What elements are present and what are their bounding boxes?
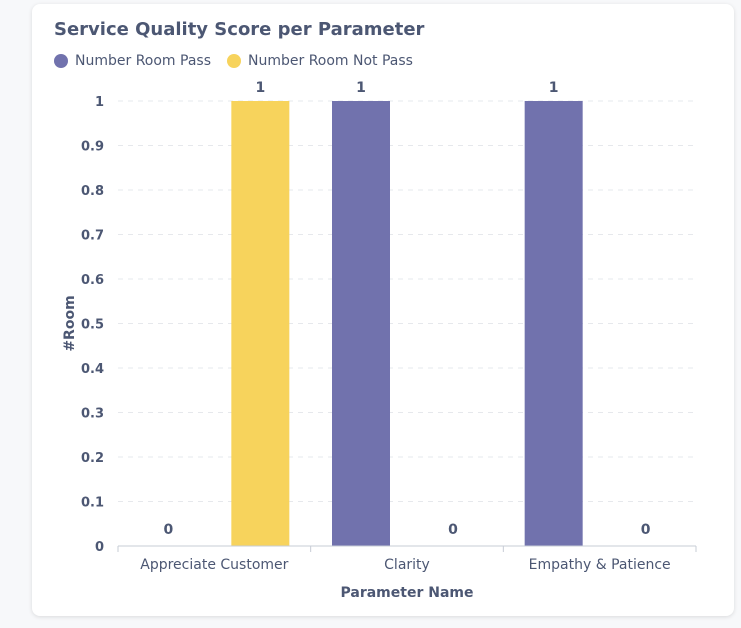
legend-item-pass[interactable]: Number Room Pass: [54, 53, 211, 69]
legend-label-not-pass: Number Room Not Pass: [248, 53, 413, 69]
data-label: 0: [448, 522, 458, 538]
bar-pass[interactable]: [332, 101, 390, 546]
bar-not-pass[interactable]: [231, 101, 290, 546]
data-label: 0: [641, 522, 651, 538]
data-label: 1: [549, 80, 559, 96]
y-tick-label: 1: [95, 95, 104, 110]
y-tick-label: 0.7: [81, 229, 104, 244]
y-tick-label: 0.9: [81, 140, 104, 155]
x-tick-label: Empathy & Patience: [529, 557, 671, 573]
y-tick-label: 0.3: [81, 407, 104, 422]
legend-label-pass: Number Room Pass: [75, 53, 211, 69]
legend-item-not-pass[interactable]: Number Room Not Pass: [227, 53, 413, 69]
data-label: 1: [255, 80, 265, 96]
x-tick-label: Appreciate Customer: [140, 557, 288, 573]
y-axis-label: #Room: [62, 295, 78, 351]
y-tick-label: 0.4: [81, 362, 104, 377]
legend-swatch-not-pass: [227, 54, 241, 68]
gridlines: [118, 100, 696, 502]
legend-swatch-pass: [54, 54, 68, 68]
bars: [231, 101, 583, 546]
y-axis-ticks: 0 0.1 0.2 0.3 0.4 0.5 0.6 0.7 0.8 0.9 1: [81, 95, 104, 555]
x-tick-label: Clarity: [384, 557, 430, 573]
y-tick-label: 0.1: [81, 496, 104, 511]
chart-title: Service Quality Score per Parameter: [54, 19, 425, 40]
data-label: 0: [163, 522, 173, 538]
chart-legend: Number Room Pass Number Room Not Pass: [54, 53, 429, 69]
y-tick-label: 0: [95, 540, 104, 555]
y-tick-label: 0.8: [81, 184, 104, 199]
x-axis-ticks: Appreciate Customer Clarity Empathy & Pati…: [117, 546, 697, 573]
y-tick-label: 0.6: [81, 273, 104, 288]
bar-pass[interactable]: [524, 101, 583, 546]
x-axis-label: Parameter Name: [341, 585, 474, 601]
y-tick-label: 0.2: [81, 451, 104, 466]
y-tick-label: 0.5: [81, 318, 104, 333]
data-label: 1: [356, 80, 366, 96]
data-labels: 0 1 1 0 1 0: [163, 80, 650, 538]
